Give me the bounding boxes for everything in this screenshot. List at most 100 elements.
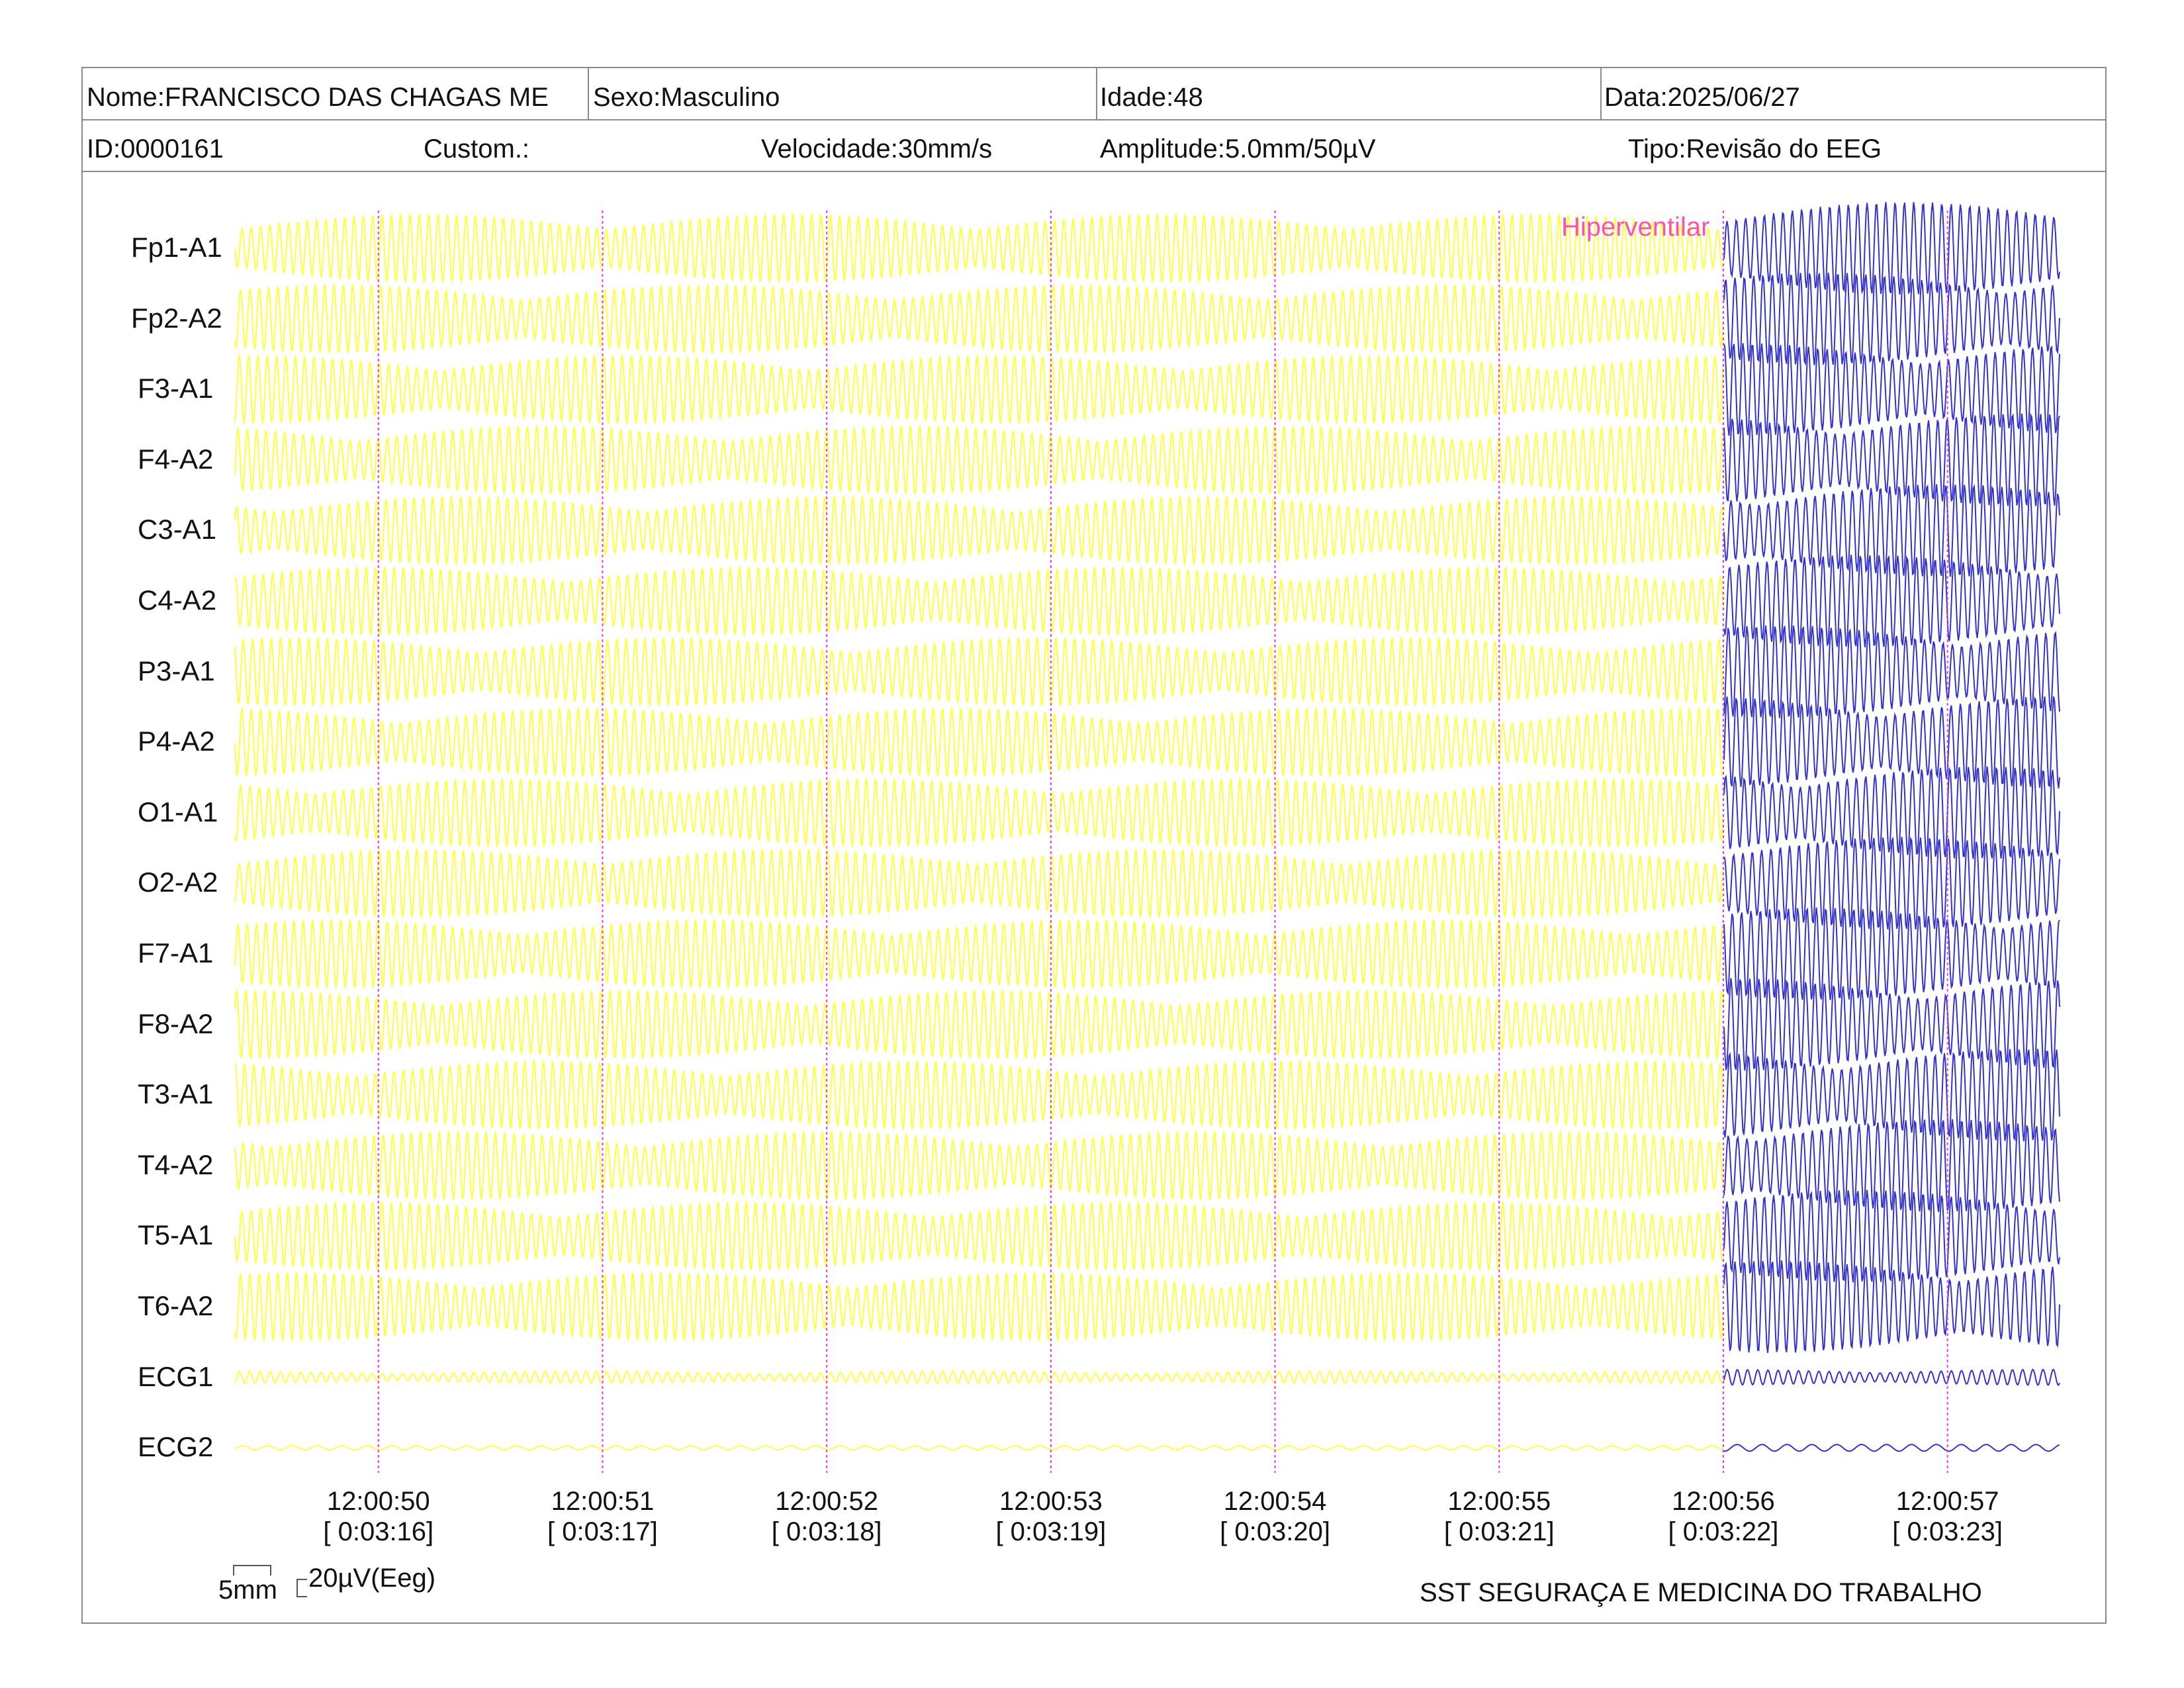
header-cell-divider xyxy=(1600,67,1602,120)
channel-label-p4-a2: P4-A2 xyxy=(138,726,215,757)
time-tick-elapsed: [ 0:03:18] xyxy=(771,1517,882,1546)
channel-label-o1-a1: O1-A1 xyxy=(138,796,218,827)
time-tick-label: 12:00:52[ 0:03:18] xyxy=(747,1486,906,1547)
time-scale-bar xyxy=(233,1565,271,1575)
trace-fp1-a1-post xyxy=(1723,202,2060,295)
trace-ecg1-pre xyxy=(234,1370,1724,1385)
header-bottom-border xyxy=(81,171,2107,172)
custom-field: Custom.: xyxy=(424,134,530,164)
trace-p3-a1-post xyxy=(1723,625,2060,718)
channel-label-t4-a2: T4-A2 xyxy=(138,1149,214,1180)
trace-fp2-a2-post xyxy=(1723,272,2060,366)
trace-f4-a2-post xyxy=(1723,412,2060,506)
trace-f8-a2-pre xyxy=(234,988,1724,1060)
patient-age: Idade:48 xyxy=(1100,83,1203,112)
trace-o1-a1-post xyxy=(1723,766,2060,859)
footer-company: SST SEGURAÇA E MEDICINA DO TRABALHO xyxy=(1420,1578,1982,1607)
time-tick-elapsed: [ 0:03:20] xyxy=(1220,1517,1330,1546)
traces-post-event xyxy=(1723,202,2060,1452)
trace-t6-a2-post xyxy=(1723,1260,2060,1353)
time-tick-label: 12:00:55[ 0:03:21] xyxy=(1420,1486,1578,1547)
channel-label-f7-a1: F7-A1 xyxy=(138,937,214,968)
event-label-hyperventilate: Hiperventilar xyxy=(1561,212,1710,242)
eeg-trace-area xyxy=(234,202,2060,1473)
time-tick-clock: 12:00:55 xyxy=(1447,1487,1551,1516)
time-tick-clock: 12:00:53 xyxy=(999,1487,1103,1516)
time-tick-clock: 12:00:57 xyxy=(1895,1487,1999,1516)
trace-f3-a1-pre xyxy=(234,353,1724,425)
time-tick-label: 12:00:54[ 0:03:20] xyxy=(1196,1486,1355,1547)
trace-p4-a2-post xyxy=(1723,696,2060,789)
trace-f3-a1-post xyxy=(1723,343,2060,436)
time-tick-clock: 12:00:52 xyxy=(775,1487,878,1516)
time-tick-clock: 12:00:54 xyxy=(1223,1487,1327,1516)
trace-c3-a1-pre xyxy=(234,494,1724,567)
trace-t3-a1-pre xyxy=(234,1058,1724,1131)
time-tick-label: 12:00:53[ 0:03:19] xyxy=(972,1486,1130,1547)
trace-ecg1-post xyxy=(1723,1368,2060,1387)
trace-ecg2-post xyxy=(1723,1444,2060,1452)
channel-label-t5-a1: T5-A1 xyxy=(138,1219,214,1251)
trace-f7-a1-pre xyxy=(234,918,1724,990)
time-tick-clock: 12:00:56 xyxy=(1672,1487,1775,1516)
time-tick-elapsed: [ 0:03:21] xyxy=(1443,1517,1555,1546)
exam-date: Data:2025/06/27 xyxy=(1604,83,1800,112)
amplitude-scale-bar xyxy=(296,1579,307,1597)
time-tick-elapsed: [ 0:03:23] xyxy=(1892,1517,2003,1546)
trace-c3-a1-post xyxy=(1723,484,2060,577)
time-tick-clock: 12:00:51 xyxy=(551,1487,655,1516)
patient-id: ID:0000161 xyxy=(87,134,224,164)
trace-f7-a1-post xyxy=(1723,907,2060,1000)
trace-o2-a2-post xyxy=(1723,836,2060,930)
channel-label-ecg2: ECG2 xyxy=(138,1431,214,1463)
trace-o2-a2-pre xyxy=(234,847,1724,919)
time-tick-elapsed: [ 0:03:22] xyxy=(1668,1517,1779,1546)
header-cell-divider xyxy=(588,67,589,120)
trace-c4-a2-pre xyxy=(234,565,1724,637)
time-tick-label: 12:00:56[ 0:03:22] xyxy=(1644,1486,1803,1547)
time-tick-elapsed: [ 0:03:17] xyxy=(547,1517,658,1546)
trace-t5-a1-post xyxy=(1723,1190,2060,1283)
trace-c4-a2-post xyxy=(1723,554,2060,648)
review-type: Tipo:Revisão do EEG xyxy=(1628,134,1882,164)
trace-fp2-a2-pre xyxy=(234,283,1724,355)
patient-name: Nome:FRANCISCO DAS CHAGAS ME xyxy=(87,84,549,111)
header-cell-divider xyxy=(1096,67,1097,120)
channel-label-o2-a2: O2-A2 xyxy=(138,867,218,898)
trace-ecg2-pre xyxy=(234,1445,1723,1451)
trace-t4-a2-post xyxy=(1723,1119,2060,1212)
channel-label-c4-a2: C4-A2 xyxy=(138,585,217,616)
channel-label-t6-a2: T6-A2 xyxy=(138,1290,214,1321)
time-tick-elapsed: [ 0:03:16] xyxy=(323,1517,434,1546)
time-markers xyxy=(377,211,1948,1473)
trace-o1-a1-pre xyxy=(234,776,1724,849)
trace-p4-a2-pre xyxy=(234,706,1724,778)
channel-label-p3-a1: P3-A1 xyxy=(138,655,215,686)
trace-t5-a1-pre xyxy=(234,1199,1724,1272)
channel-label-fp1-a1: Fp1-A1 xyxy=(131,232,222,263)
time-tick-elapsed: [ 0:03:19] xyxy=(995,1517,1107,1546)
traces-pre-event xyxy=(234,212,1724,1451)
trace-t6-a2-pre xyxy=(234,1270,1724,1342)
trace-t3-a1-post xyxy=(1723,1049,2060,1142)
trace-t4-a2-pre xyxy=(234,1130,1724,1201)
time-tick-label: 12:00:51[ 0:03:17] xyxy=(523,1486,682,1547)
trace-p3-a1-pre xyxy=(234,635,1724,708)
channel-label-t3-a1: T3-A1 xyxy=(138,1078,214,1110)
time-scale-label: 5mm xyxy=(218,1575,277,1605)
time-tick-clock: 12:00:50 xyxy=(326,1487,430,1516)
trace-f4-a2-pre xyxy=(234,424,1724,496)
channel-label-f8-a2: F8-A2 xyxy=(138,1008,214,1039)
amplitude-scale-label: 20µV(Eeg) xyxy=(308,1564,436,1593)
amplitude-setting: Amplitude:5.0mm/50µV xyxy=(1100,134,1376,164)
time-tick-label: 12:00:57[ 0:03:23] xyxy=(1868,1486,2027,1547)
channel-label-f3-a1: F3-A1 xyxy=(138,373,214,404)
speed-setting: Velocidade:30mm/s xyxy=(761,134,993,164)
time-tick-label: 12:00:50[ 0:03:16] xyxy=(299,1486,458,1547)
channel-label-c3-a1: C3-A1 xyxy=(138,514,217,545)
header-divider xyxy=(81,119,2107,120)
channel-label-ecg1: ECG1 xyxy=(138,1360,214,1392)
channel-label-f4-a2: F4-A2 xyxy=(138,443,214,475)
trace-fp1-a1-pre xyxy=(234,212,1724,285)
page-frame xyxy=(81,67,2107,1624)
